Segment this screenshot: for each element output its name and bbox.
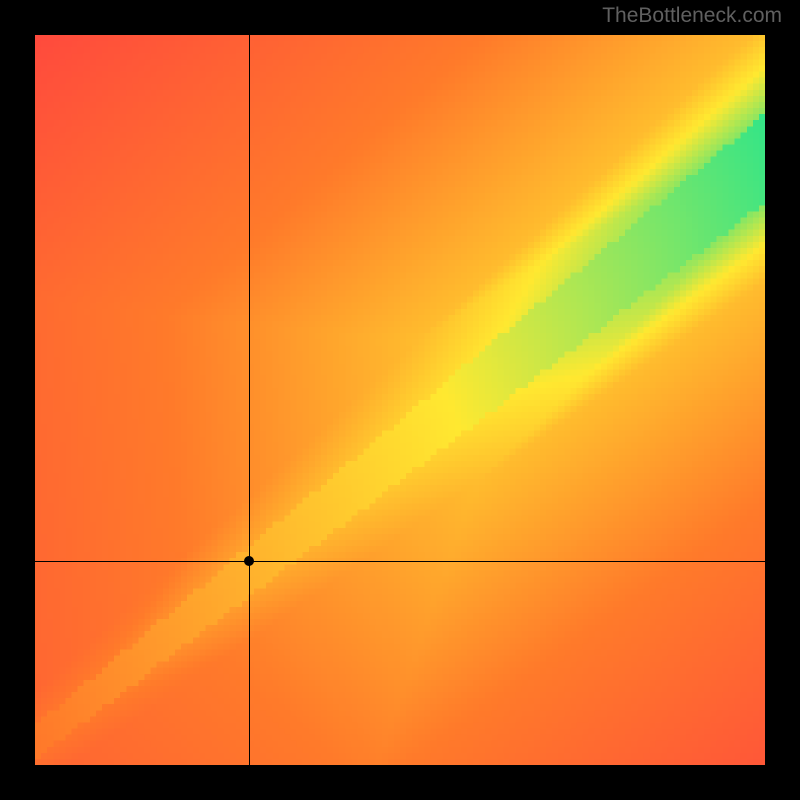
watermark: TheBottleneck.com (602, 4, 782, 28)
crosshair-horizontal (35, 561, 765, 562)
crosshair-vertical (249, 35, 250, 765)
heatmap-canvas (35, 35, 765, 765)
marker-point (244, 556, 254, 566)
bottleneck-heatmap (35, 35, 765, 765)
